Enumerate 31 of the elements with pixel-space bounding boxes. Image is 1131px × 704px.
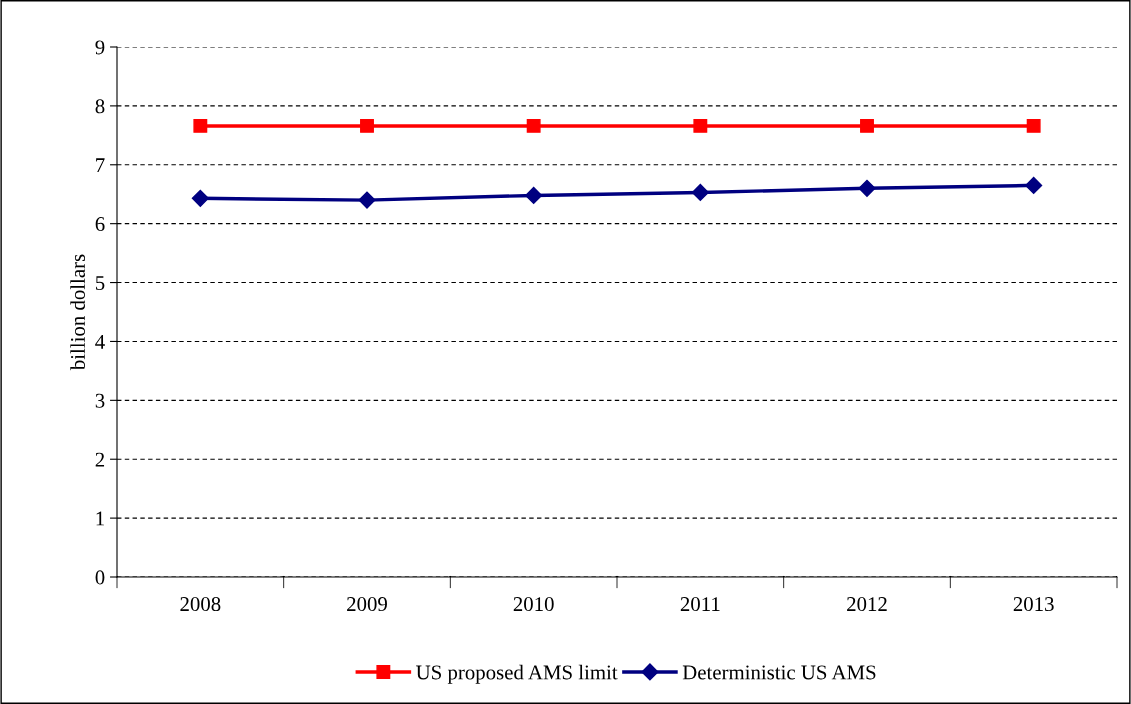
point [191,189,209,207]
point [860,118,874,133]
x-tick-label: 2011 [680,597,720,612]
point [858,179,876,197]
point [1025,176,1043,194]
y-axis-title: billion dollars [70,254,85,371]
y-tick-label: 2 [95,452,105,467]
legend-label: Deterministic US AMS [682,665,876,680]
x-tick-label: 2008 [180,597,221,612]
y-tick-label: 7 [96,158,105,173]
y-tick-label: 0 [95,570,105,585]
y-tick-label: 1 [96,511,104,526]
point [525,186,543,204]
point [358,191,376,209]
y-tick-label: 5 [95,276,105,290]
x-tick-label: 2010 [513,597,554,612]
y-tick-label: 9 [95,40,105,55]
x-tick-label: 2012 [847,597,887,612]
point [691,183,709,202]
y-tick-label: 6 [95,217,105,232]
point [693,118,708,133]
point [360,118,374,133]
legend-label: US proposed AMS limit [416,664,618,684]
y-tick-label: 3 [95,393,105,408]
x-tick-label: 2009 [347,597,387,612]
point [526,118,541,133]
point [193,118,208,133]
y-tick-label: 4 [95,334,105,349]
point [1026,118,1041,133]
x-tick-label: 2013 [1013,597,1054,612]
y-tick-label: 8 [95,99,105,114]
